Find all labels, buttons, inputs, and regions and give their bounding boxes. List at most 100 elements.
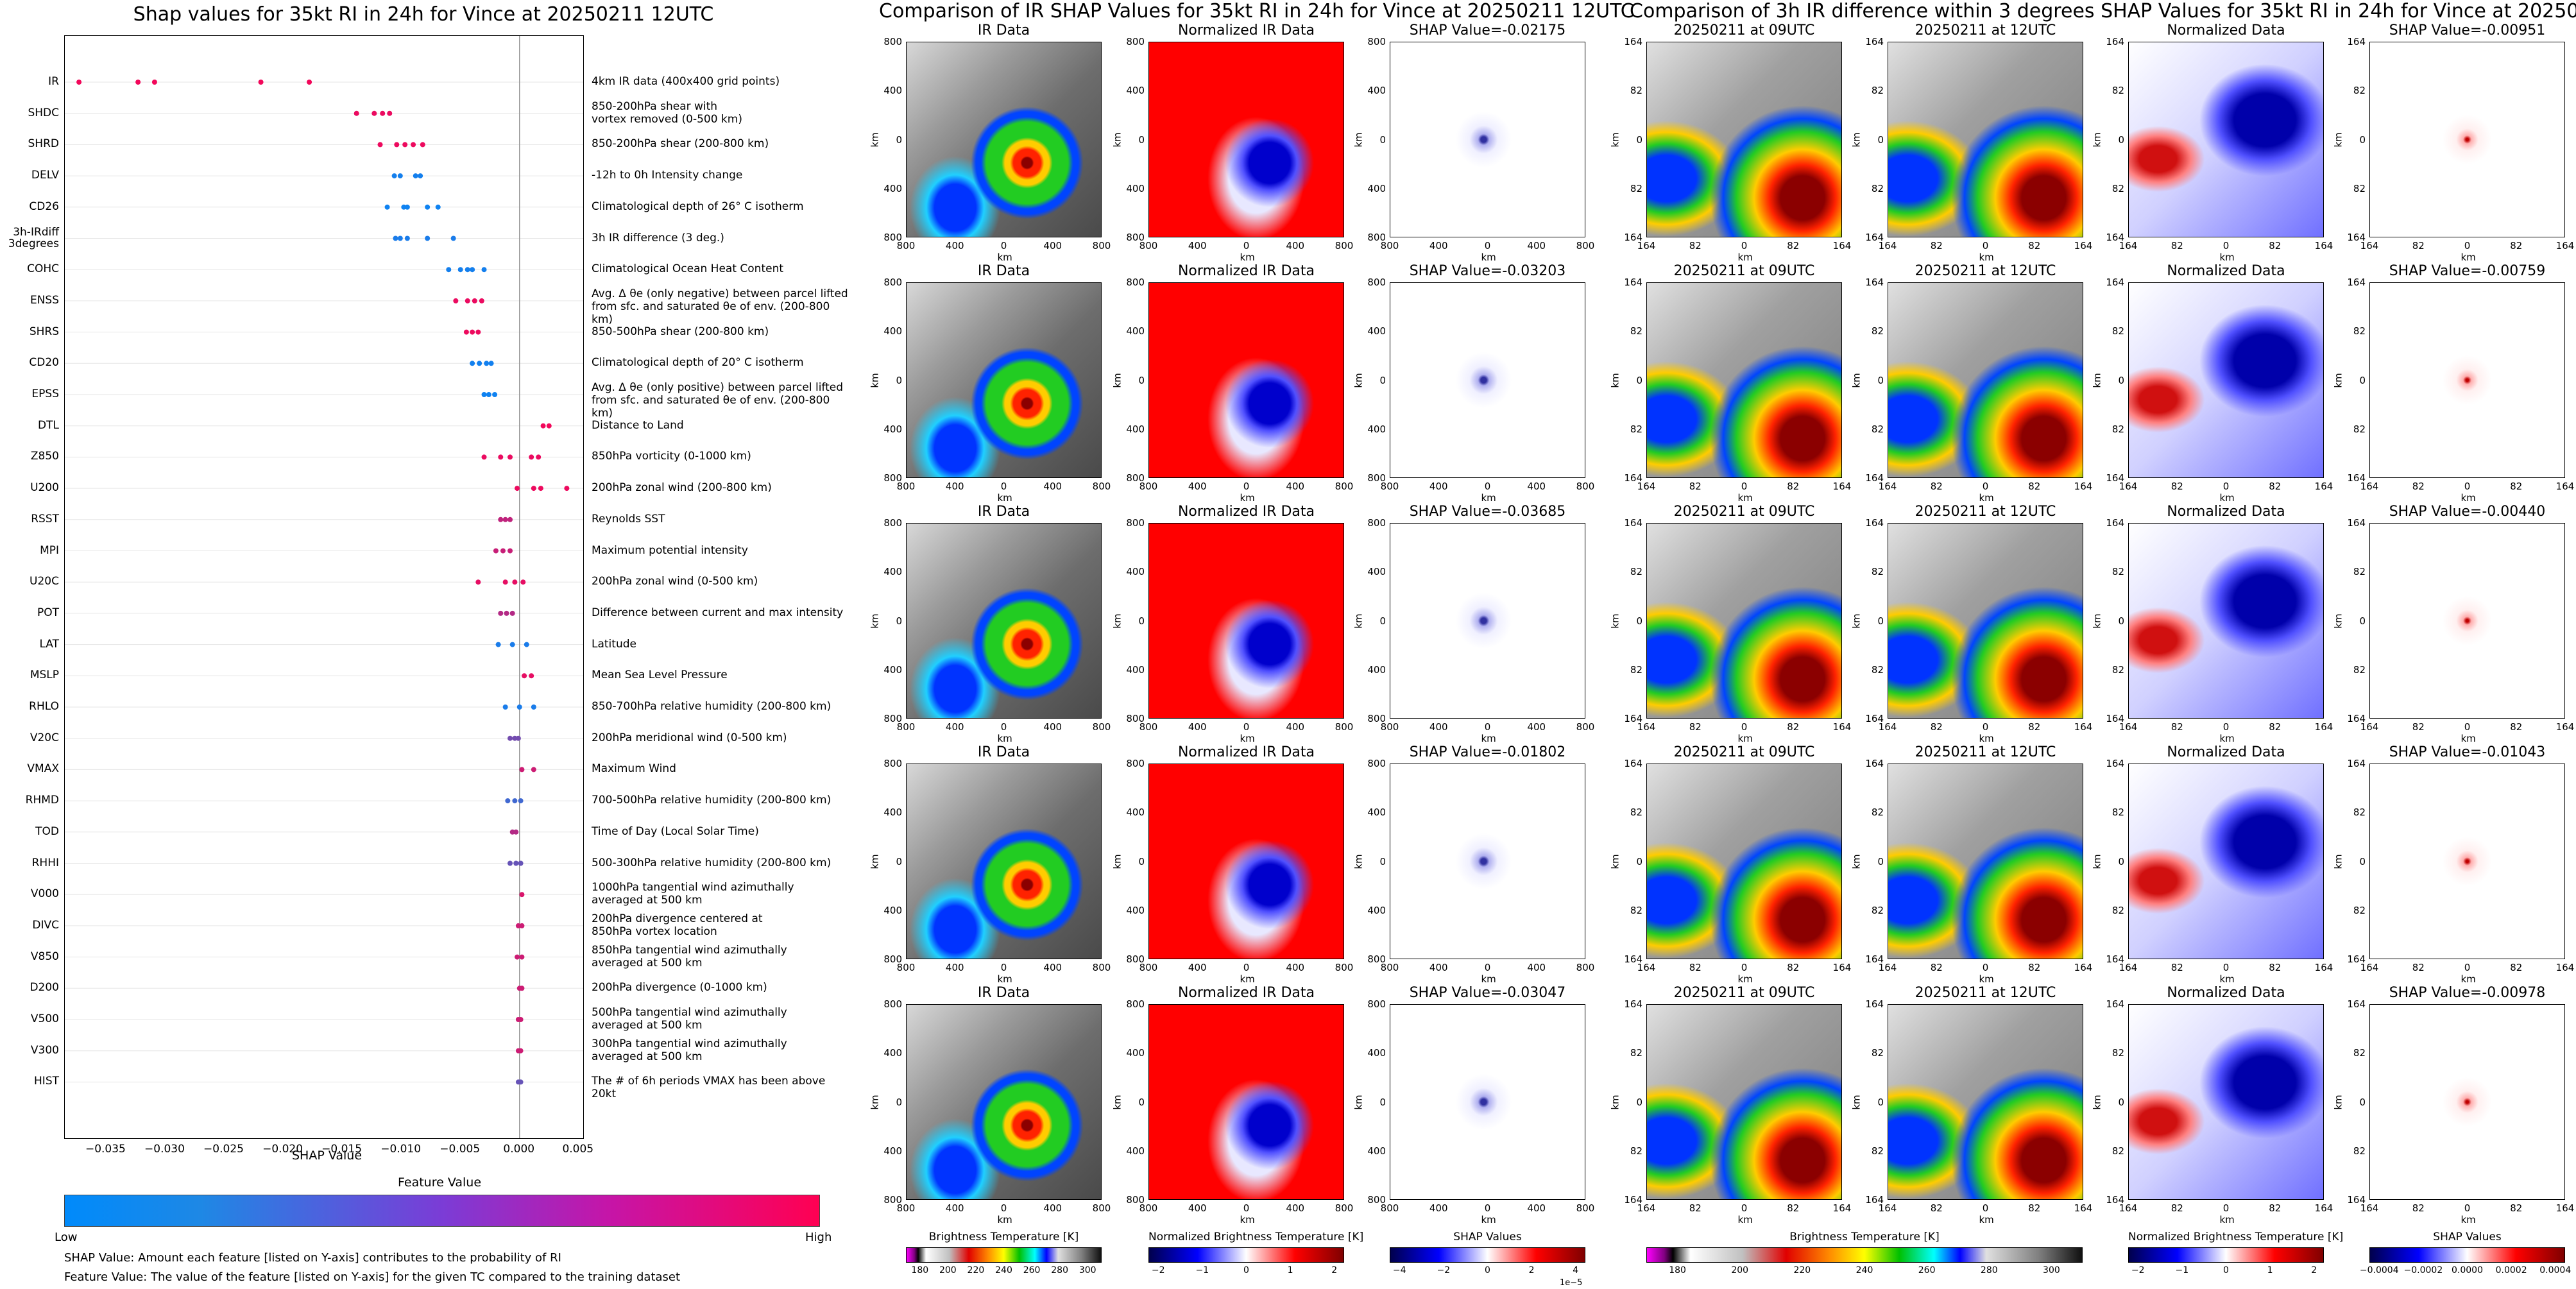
y-tick: 82	[1871, 1145, 1884, 1157]
x-tick: 164	[2555, 962, 2575, 973]
irdiff-12utc-panel	[1888, 1004, 2083, 1200]
y-tick: 164	[2347, 517, 2366, 529]
colorbar-tick: 0	[1485, 1265, 1490, 1276]
y-tick: 400	[883, 807, 902, 819]
y-tick: 164	[1624, 36, 1642, 47]
x-axis-unit: km	[2219, 1214, 2235, 1225]
x-tick: 0	[1243, 240, 1250, 252]
y-tick: 0	[896, 855, 902, 867]
shap-point	[509, 610, 515, 616]
left-x-tick: −0.025	[203, 1143, 244, 1156]
feature-name: MPI	[40, 543, 59, 557]
feature-description: 850-200hPa shear (200-800 km)	[592, 137, 769, 151]
x-tick: 400	[1043, 962, 1062, 973]
x-tick: 82	[2510, 481, 2523, 492]
x-axis-unit: km	[1979, 1214, 1994, 1225]
y-axis-unit: km	[2091, 372, 2103, 388]
x-tick: 82	[2028, 1202, 2041, 1214]
feature-name: RSST	[31, 512, 59, 525]
x-tick: 400	[1527, 962, 1546, 973]
y-tick: 0	[1379, 1096, 1386, 1108]
middle-suptitle: Comparison of IR SHAP Values for 35kt RI…	[879, 0, 1634, 22]
y-tick: 82	[1630, 566, 1642, 578]
shap-point	[513, 829, 519, 835]
x-tick: 800	[896, 721, 916, 733]
feature-name: RHMD	[25, 794, 59, 807]
shap-point	[564, 486, 570, 491]
x-tick: 0	[2222, 481, 2230, 492]
left-chart-title: Shap values for 35kt RI in 24h for Vince…	[133, 3, 714, 26]
x-tick: 0	[1243, 1202, 1250, 1214]
x-tick: 0	[1741, 721, 1748, 733]
feature-description: Reynolds SST	[592, 512, 665, 525]
ir-shap-panel	[1390, 523, 1585, 719]
feature-name: DTL	[38, 418, 59, 432]
normalized-ir-panel	[1148, 282, 1344, 478]
x-axis-unit: km	[1481, 973, 1496, 985]
x-tick: 164	[1832, 1202, 1852, 1214]
x-tick: 164	[2119, 240, 2138, 252]
y-axis-unit: km	[869, 1094, 881, 1110]
y-axis-unit: km	[1111, 1094, 1123, 1110]
y-tick: 400	[1126, 663, 1145, 676]
shap-point	[475, 329, 481, 335]
shap-point	[515, 954, 520, 960]
y-tick: 164	[2347, 1194, 2366, 1206]
y-tick: 164	[1624, 1194, 1642, 1206]
feature-description: 200hPa divergence (0-1000 km)	[592, 981, 767, 994]
y-tick: 82	[2111, 1047, 2124, 1059]
y-tick: 0	[2118, 133, 2124, 146]
y-tick: 800	[1367, 472, 1386, 484]
x-tick: 800	[896, 240, 916, 252]
x-tick: 82	[2028, 240, 2041, 252]
feature-description: 200hPa zonal wind (0-500 km)	[592, 575, 758, 588]
shap-point	[509, 829, 515, 835]
y-tick: 800	[1126, 953, 1145, 965]
y-tick: 164	[2347, 953, 2366, 965]
feature-description: 850-500hPa shear (200-800 km)	[592, 325, 769, 338]
feature-name: COHC	[27, 262, 59, 276]
y-tick: 82	[2353, 1047, 2366, 1059]
x-tick: 164	[1637, 1202, 1656, 1214]
y-axis-unit: km	[2091, 132, 2103, 148]
y-tick: 82	[2111, 325, 2124, 337]
y-axis-unit: km	[1609, 1094, 1621, 1110]
feature-name: D200	[30, 981, 59, 994]
shap-point	[492, 392, 498, 397]
y-tick: 164	[2347, 277, 2366, 288]
y-tick: 164	[1624, 277, 1642, 288]
irdiff-12utc-panel	[1888, 523, 2083, 719]
y-tick: 400	[1126, 1047, 1145, 1059]
x-tick: 400	[1429, 962, 1448, 973]
y-tick: 0	[1138, 855, 1145, 867]
y-tick: 0	[1636, 1096, 1642, 1108]
x-tick: 0	[1741, 1202, 1748, 1214]
x-tick: 0	[2222, 962, 2230, 973]
y-tick: 400	[883, 85, 902, 97]
x-tick: 82	[2028, 962, 2041, 973]
x-tick: 800	[1380, 481, 1399, 492]
y-tick: 800	[1367, 758, 1386, 769]
x-tick: 164	[2074, 240, 2093, 252]
x-tick: 0	[1741, 481, 1748, 492]
colorbar-tick: 240	[1855, 1265, 1873, 1276]
y-tick: 800	[1126, 1194, 1145, 1206]
colorbar-tick: 0	[2223, 1265, 2229, 1276]
x-tick: 164	[2360, 481, 2379, 492]
x-tick: 164	[2074, 962, 2093, 973]
colorbar-tick: 280	[1051, 1265, 1069, 1276]
x-tick: 82	[2510, 962, 2523, 973]
y-tick: 164	[1624, 713, 1642, 724]
shap-point	[502, 579, 508, 585]
shap-point	[518, 860, 524, 866]
x-axis-unit: km	[2219, 252, 2235, 263]
x-tick: 164	[2119, 1202, 2138, 1214]
y-tick: 800	[1126, 36, 1145, 47]
shap-point	[307, 80, 312, 85]
ir-shap-colorbar-label: SHAP Values	[1453, 1231, 1522, 1243]
colorbar-tick: 260	[1918, 1265, 1936, 1276]
irdiff-normalized-panel	[2128, 1004, 2324, 1200]
y-tick: 82	[1630, 325, 1642, 337]
panel-title: Normalized Data	[2167, 263, 2285, 279]
colorbar-tick: −1	[1195, 1265, 1209, 1276]
